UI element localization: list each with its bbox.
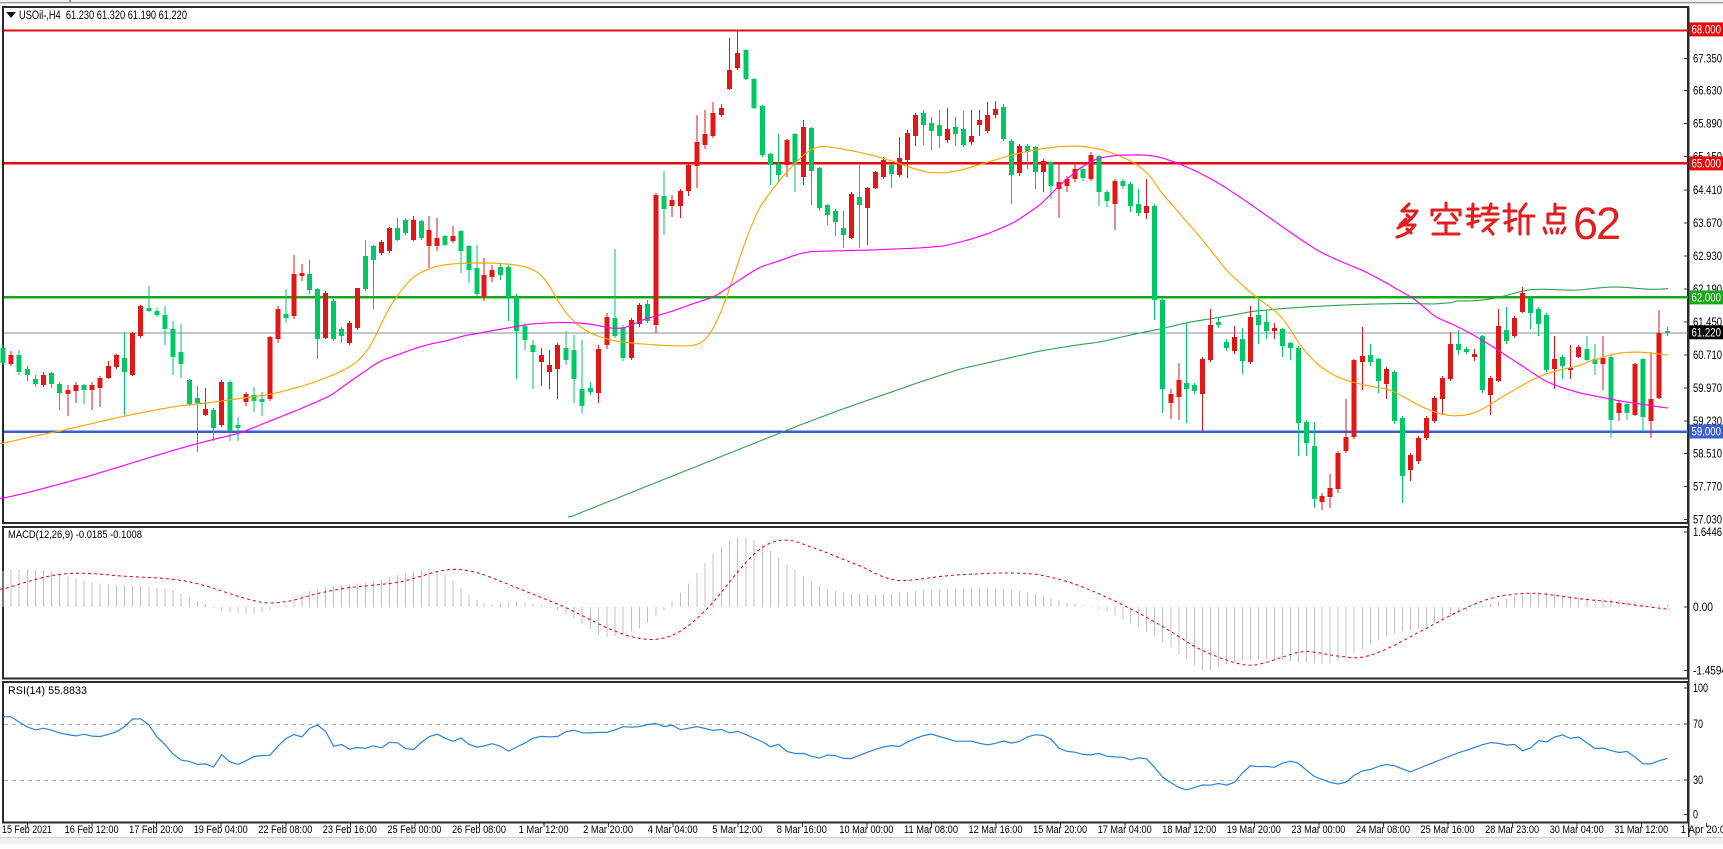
svg-text:1.6446: 1.6446 xyxy=(1693,525,1722,539)
svg-text:25 Mar 16:00: 25 Mar 16:00 xyxy=(1421,824,1475,836)
svg-text:100: 100 xyxy=(1693,681,1708,695)
svg-text:59.000: 59.000 xyxy=(1692,425,1722,439)
svg-text:5 Mar 12:00: 5 Mar 12:00 xyxy=(712,824,762,836)
svg-text:31 Mar 12:00: 31 Mar 12:00 xyxy=(1614,824,1668,836)
svg-text:58.510: 58.510 xyxy=(1693,446,1722,460)
svg-text:65.890: 65.890 xyxy=(1693,117,1722,131)
svg-text:17 Mar 04:00: 17 Mar 04:00 xyxy=(1098,824,1152,836)
svg-text:25 Feb 00:00: 25 Feb 00:00 xyxy=(387,824,441,836)
svg-text:63.670: 63.670 xyxy=(1693,216,1722,230)
svg-text:26 Feb 08:00: 26 Feb 08:00 xyxy=(452,824,506,836)
svg-text:0.00: 0.00 xyxy=(1693,600,1713,614)
svg-text:59.970: 59.970 xyxy=(1693,381,1722,395)
svg-text:23 Mar 00:00: 23 Mar 00:00 xyxy=(1291,824,1345,836)
svg-text:65.000: 65.000 xyxy=(1692,156,1722,170)
svg-text:30 Mar 04:00: 30 Mar 04:00 xyxy=(1550,824,1604,836)
svg-text:1 Mar 12:00: 1 Mar 12:00 xyxy=(519,824,569,836)
svg-text:10 Mar 00:00: 10 Mar 00:00 xyxy=(839,824,893,836)
svg-text:57.770: 57.770 xyxy=(1693,479,1722,493)
svg-text:61.220: 61.220 xyxy=(1692,325,1722,339)
svg-text:19 Mar 20:00: 19 Mar 20:00 xyxy=(1227,824,1281,836)
svg-text:23 Feb 16:00: 23 Feb 16:00 xyxy=(323,824,377,836)
svg-text:11 Mar 08:00: 11 Mar 08:00 xyxy=(904,824,958,836)
svg-text:MACD(12,26,9) -0.0185 -0.1008: MACD(12,26,9) -0.0185 -0.1008 xyxy=(8,529,142,541)
svg-text:17 Feb 20:00: 17 Feb 20:00 xyxy=(129,824,183,836)
svg-text:62: 62 xyxy=(1573,198,1619,249)
svg-text:19 Feb 04:00: 19 Feb 04:00 xyxy=(194,824,248,836)
svg-text:62.000: 62.000 xyxy=(1692,290,1722,304)
svg-text:30: 30 xyxy=(1693,773,1703,787)
svg-text:60.710: 60.710 xyxy=(1693,348,1722,362)
svg-text:57.030: 57.030 xyxy=(1693,513,1722,527)
svg-text:62.930: 62.930 xyxy=(1693,249,1722,263)
svg-text:0: 0 xyxy=(1693,808,1698,822)
svg-text:67.350: 67.350 xyxy=(1693,51,1722,65)
svg-text:18 Mar 12:00: 18 Mar 12:00 xyxy=(1162,824,1216,836)
svg-text:15 Mar 20:00: 15 Mar 20:00 xyxy=(1033,824,1087,836)
svg-text:12 Mar 16:00: 12 Mar 16:00 xyxy=(969,824,1023,836)
svg-text:15 Feb 2021: 15 Feb 2021 xyxy=(2,824,52,836)
svg-text:8 Mar 16:00: 8 Mar 16:00 xyxy=(777,824,827,836)
svg-text:66.630: 66.630 xyxy=(1693,84,1722,98)
svg-text:2 Mar 20:00: 2 Mar 20:00 xyxy=(583,824,633,836)
svg-text:64.410: 64.410 xyxy=(1693,183,1722,197)
svg-text:1 Apr 20:00: 1 Apr 20:00 xyxy=(1681,824,1723,836)
svg-text:28 Mar 23:00: 28 Mar 23:00 xyxy=(1485,824,1539,836)
svg-text:70: 70 xyxy=(1693,717,1703,731)
svg-text:RSI(14) 55.8833: RSI(14) 55.8833 xyxy=(8,685,87,697)
svg-text:16 Feb 12:00: 16 Feb 12:00 xyxy=(65,824,119,836)
svg-text:22 Feb 08:00: 22 Feb 08:00 xyxy=(258,824,312,836)
svg-text:4 Mar 04:00: 4 Mar 04:00 xyxy=(648,824,698,836)
svg-text:-1.4594: -1.4594 xyxy=(1693,664,1723,678)
svg-text:68.000: 68.000 xyxy=(1692,22,1722,36)
svg-text:USOil-,H4 61.230 61.320 61.19: USOil-,H4 61.230 61.320 61.190 61.220 xyxy=(19,8,187,22)
svg-text:24 Mar 08:00: 24 Mar 08:00 xyxy=(1356,824,1410,836)
